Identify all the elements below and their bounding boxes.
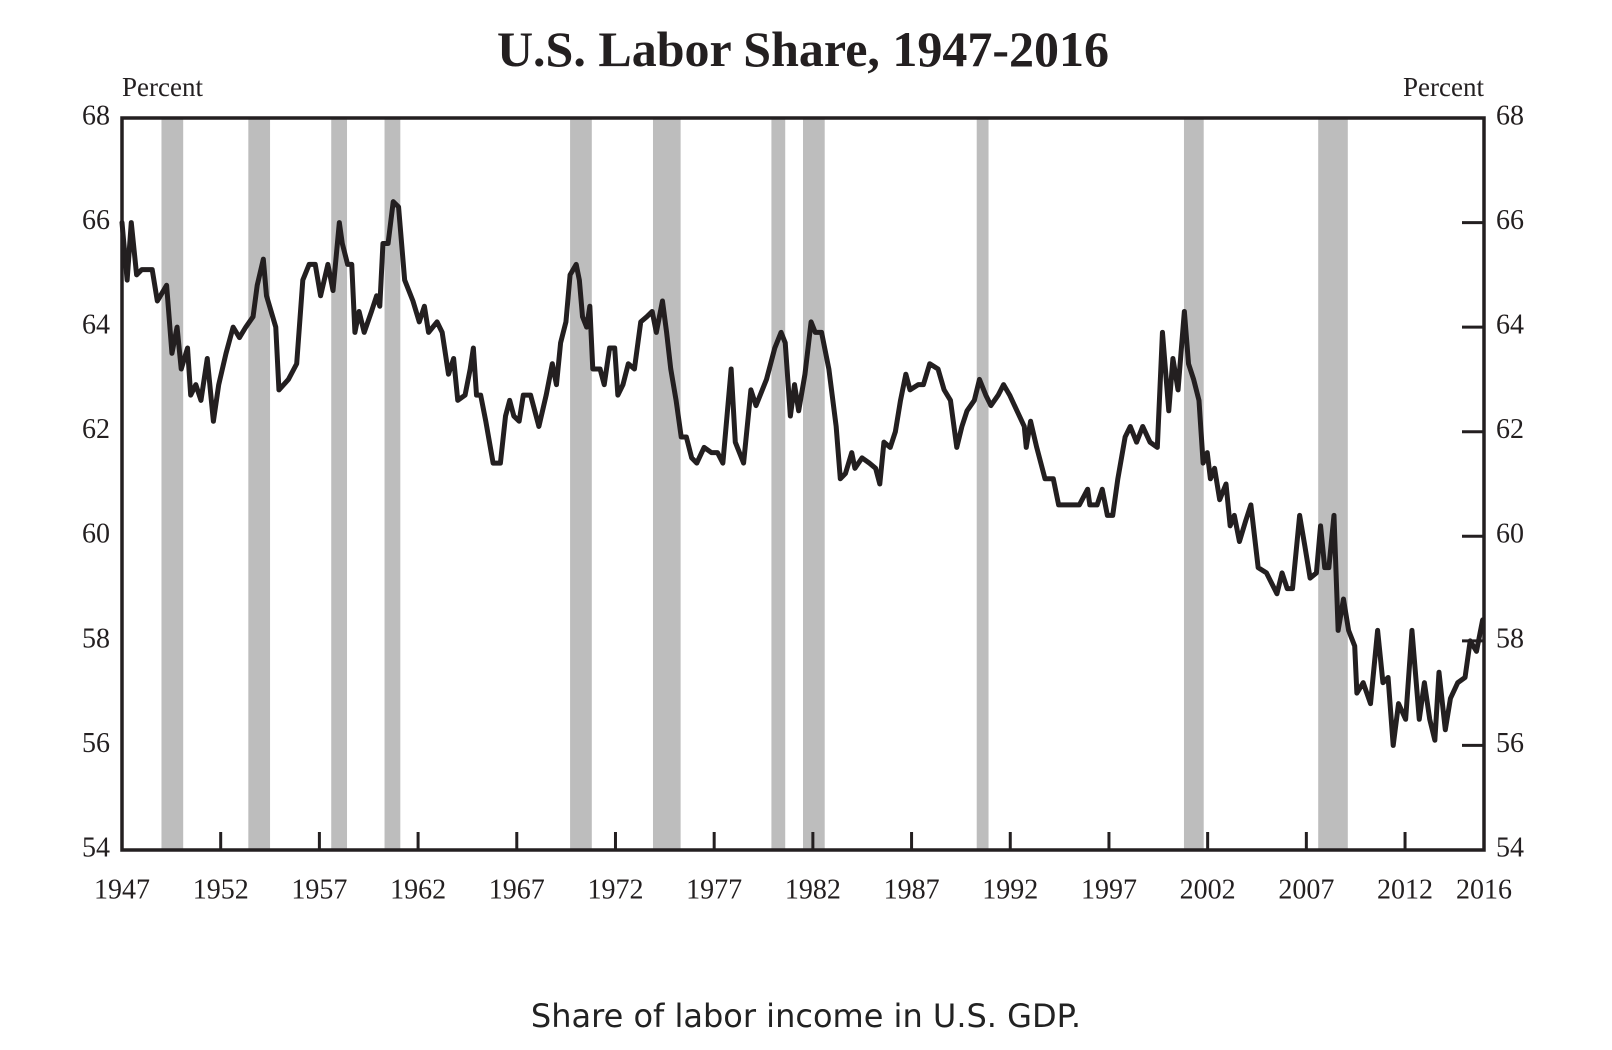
y2-tick-label: 62 [1496, 414, 1524, 445]
recession-band [1318, 118, 1348, 850]
y-axis-label: Percent [122, 72, 203, 102]
y2-tick-label: 56 [1496, 728, 1524, 759]
x-tick-label: 2016 [1456, 874, 1512, 905]
x-tick-label: 1997 [1081, 874, 1137, 905]
recession-band [384, 118, 401, 850]
y2-tick-label: 66 [1496, 205, 1524, 236]
x-tick-label: 1947 [94, 874, 150, 905]
y-tick-label: 64 [82, 310, 110, 341]
x-tick-label: 1972 [587, 874, 643, 905]
y2-tick-label: 54 [1496, 832, 1524, 863]
caption: Share of labor income in U.S. GDP. [531, 997, 1081, 1035]
y-tick-label: 66 [82, 205, 110, 236]
y2-axis-label: Percent [1403, 72, 1484, 102]
plot-frame [120, 116, 1486, 852]
x-tick-label: 1957 [291, 874, 347, 905]
chart-title: U.S. Labor Share, 1947-2016 [497, 21, 1109, 77]
x-tick-label: 1952 [193, 874, 249, 905]
y2-tick-label: 58 [1496, 623, 1524, 654]
recession-band [771, 118, 786, 850]
y-tick-label: 62 [82, 414, 110, 445]
y-tick-label: 54 [82, 832, 110, 863]
x-tick-label: 1992 [982, 874, 1038, 905]
recession-band [1183, 118, 1204, 850]
data-line [119, 199, 1486, 748]
y-tick-label: 68 [82, 100, 110, 131]
x-tick-label: 2002 [1180, 874, 1236, 905]
recession-band [161, 118, 184, 850]
x-tick-label: 1987 [884, 874, 940, 905]
y-tick-label: 58 [82, 623, 110, 654]
x-tick-label: 2012 [1377, 874, 1433, 905]
recession-band [652, 118, 681, 850]
recession-band [803, 118, 825, 850]
x-tick-label: 1962 [390, 874, 446, 905]
y-tick-label: 56 [82, 728, 110, 759]
recession-band [570, 118, 592, 850]
y2-tick-label: 64 [1496, 310, 1524, 341]
y2-tick-label: 68 [1496, 100, 1524, 131]
y2-tick-label: 60 [1496, 519, 1524, 550]
plot-area: 54 56 58 60 62 64 66 68 54 56 58 60 62 64 66 68 1947 1952… [82, 100, 1524, 905]
recession-band [976, 118, 989, 850]
x-tick-label: 1967 [489, 874, 545, 905]
x-tick-label: 1977 [686, 874, 742, 905]
y-tick-label: 60 [82, 519, 110, 550]
recession-band [248, 118, 271, 850]
x-tick-label: 1982 [785, 874, 841, 905]
x-tick-label: 2007 [1278, 874, 1334, 905]
recession-band [331, 118, 348, 850]
